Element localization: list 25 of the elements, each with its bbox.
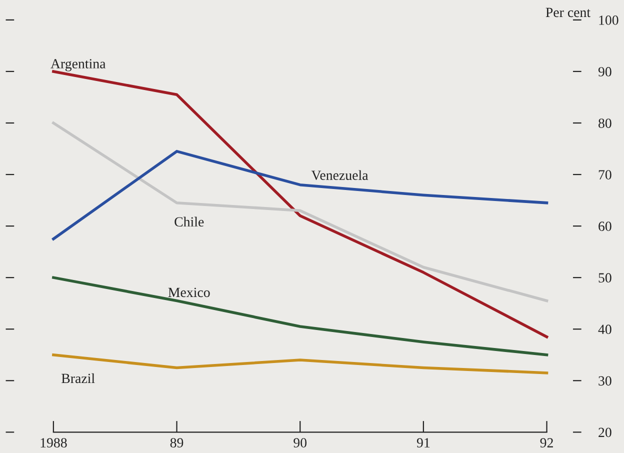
line-series <box>52 353 548 374</box>
line-series <box>52 150 548 240</box>
y-tick-label: 40 <box>598 324 612 334</box>
y-tick-label: 90 <box>598 67 612 76</box>
line-series <box>52 122 548 302</box>
series-label: Chile <box>174 216 204 227</box>
y-tick-label: 100 <box>599 16 618 25</box>
y-axis-title: Per cent <box>546 8 590 18</box>
x-tick-label: 92 <box>540 438 553 448</box>
y-tick-label: 80 <box>598 118 612 128</box>
y-tick-label: 30 <box>598 376 612 386</box>
line-series <box>52 70 548 338</box>
x-tick-label: 89 <box>170 438 184 448</box>
series-label: Venezuela <box>311 170 368 180</box>
series-label: Argentina <box>50 59 106 72</box>
series-label: Brazil <box>62 373 95 384</box>
line-series <box>52 276 548 356</box>
x-tick-label: 91 <box>416 438 430 448</box>
y-tick-label: 50 <box>598 273 612 283</box>
x-tick-label: 1988 <box>40 438 67 448</box>
series-label: Mexico <box>168 288 210 298</box>
y-tick-label: 20 <box>598 428 612 438</box>
y-tick-label: 60 <box>598 222 612 232</box>
x-tick-label: 90 <box>294 438 307 448</box>
y-tick-label: 70 <box>598 170 612 180</box>
